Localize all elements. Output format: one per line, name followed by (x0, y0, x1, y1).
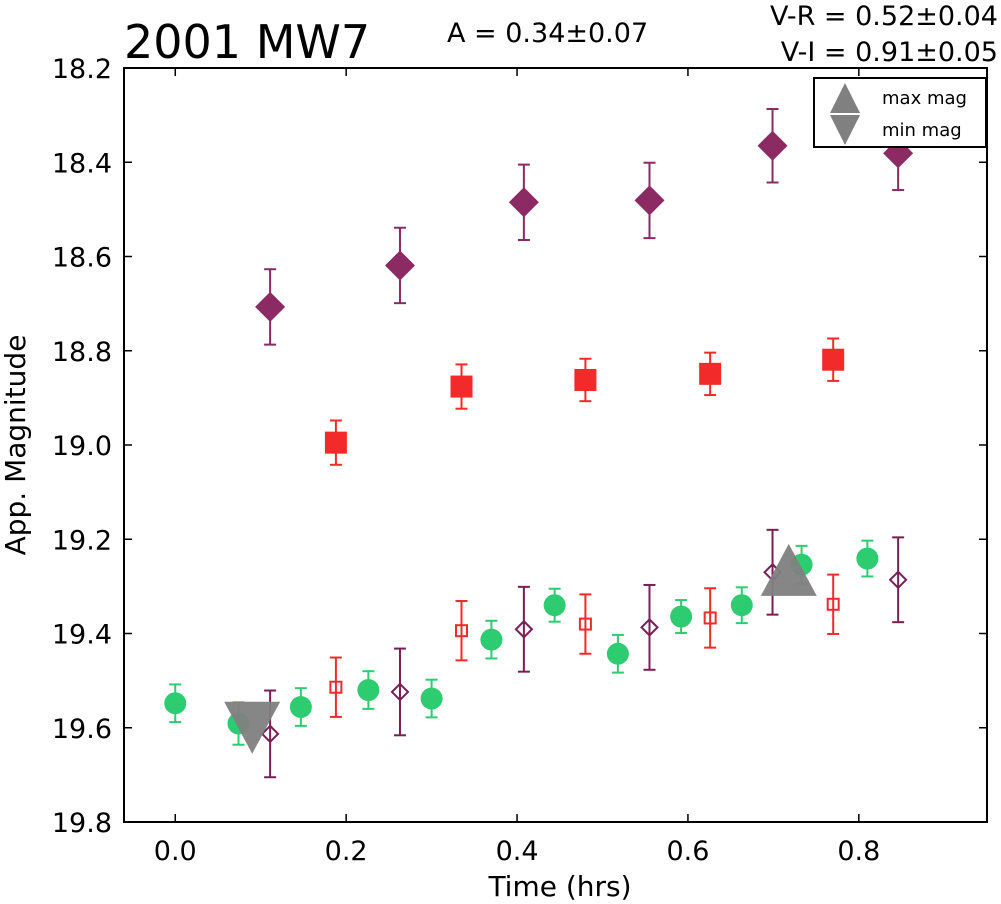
legend-items (830, 83, 860, 145)
data-point (699, 362, 722, 385)
y-tick-label: 19.0 (52, 431, 112, 462)
data-point (329, 680, 343, 694)
data-point (606, 642, 629, 665)
data-point (324, 431, 347, 454)
data-point (450, 375, 473, 398)
data-point (508, 187, 539, 218)
y-axis-label: App. Magnitude (0, 335, 32, 556)
data-point (757, 130, 788, 161)
x-tick-label: 0.8 (837, 836, 880, 867)
data-point (670, 605, 693, 628)
data-point (164, 692, 187, 715)
series-4 (329, 573, 840, 718)
data-point (420, 687, 443, 710)
y-axis: 18.2 18.4 18.6 18.8 19.0 19.2 19.4 19.6 19.8 (52, 54, 987, 839)
legend-max-marker (830, 83, 860, 113)
data-point (514, 619, 534, 639)
extrema-markers (224, 543, 817, 754)
data-point (634, 185, 665, 216)
data-point (826, 597, 840, 611)
legend: max mag min mag (813, 77, 987, 148)
x-tick-label: 0.0 (154, 836, 197, 867)
y-tick-label: 19.6 (52, 714, 112, 745)
chart-title: 2001 MW7 (124, 15, 370, 69)
x-tick-label: 0.4 (496, 836, 539, 867)
data-point (888, 570, 908, 590)
data-point (260, 724, 280, 744)
data-point (390, 682, 410, 702)
data-point (255, 291, 286, 322)
data-point (289, 696, 312, 719)
x-tick-label: 0.6 (666, 836, 709, 867)
x-axis: 0.0 0.2 0.4 0.6 0.8 (154, 68, 880, 867)
data-point (543, 594, 566, 617)
data-point (480, 628, 503, 651)
amplitude-label: A = 0.34±0.07 (447, 18, 648, 49)
data-point (384, 250, 415, 281)
min-mag-marker (224, 701, 281, 754)
data-point (856, 547, 879, 570)
color-index-vr: V-R = 0.52±0.04 (770, 1, 998, 32)
data-point (578, 617, 592, 631)
data-point (574, 368, 597, 391)
legend-min-marker (830, 115, 860, 145)
y-tick-label: 18.2 (52, 54, 112, 85)
max-mag-marker (760, 543, 817, 596)
data-point (455, 624, 469, 638)
y-tick-label: 18.8 (52, 337, 112, 368)
y-tick-label: 18.4 (52, 148, 112, 179)
y-tick-label: 19.4 (52, 620, 112, 651)
color-index-vi: V-I = 0.91±0.05 (781, 37, 998, 68)
data-point (703, 611, 717, 625)
series-2 (324, 337, 845, 466)
series-1 (255, 107, 914, 346)
x-axis-label: Time (hrs) (487, 870, 631, 903)
plot-area (164, 107, 914, 779)
y-tick-label: 18.6 (52, 243, 112, 274)
data-point (822, 348, 845, 371)
data-point (730, 594, 753, 617)
y-tick-label: 19.8 (52, 808, 112, 839)
x-tick-label: 0.2 (325, 836, 368, 867)
data-point (357, 679, 380, 702)
data-point (640, 617, 659, 637)
y-tick-label: 19.2 (52, 525, 112, 556)
legend-label-min: min mag (882, 120, 962, 141)
legend-label-max: max mag (882, 88, 967, 109)
